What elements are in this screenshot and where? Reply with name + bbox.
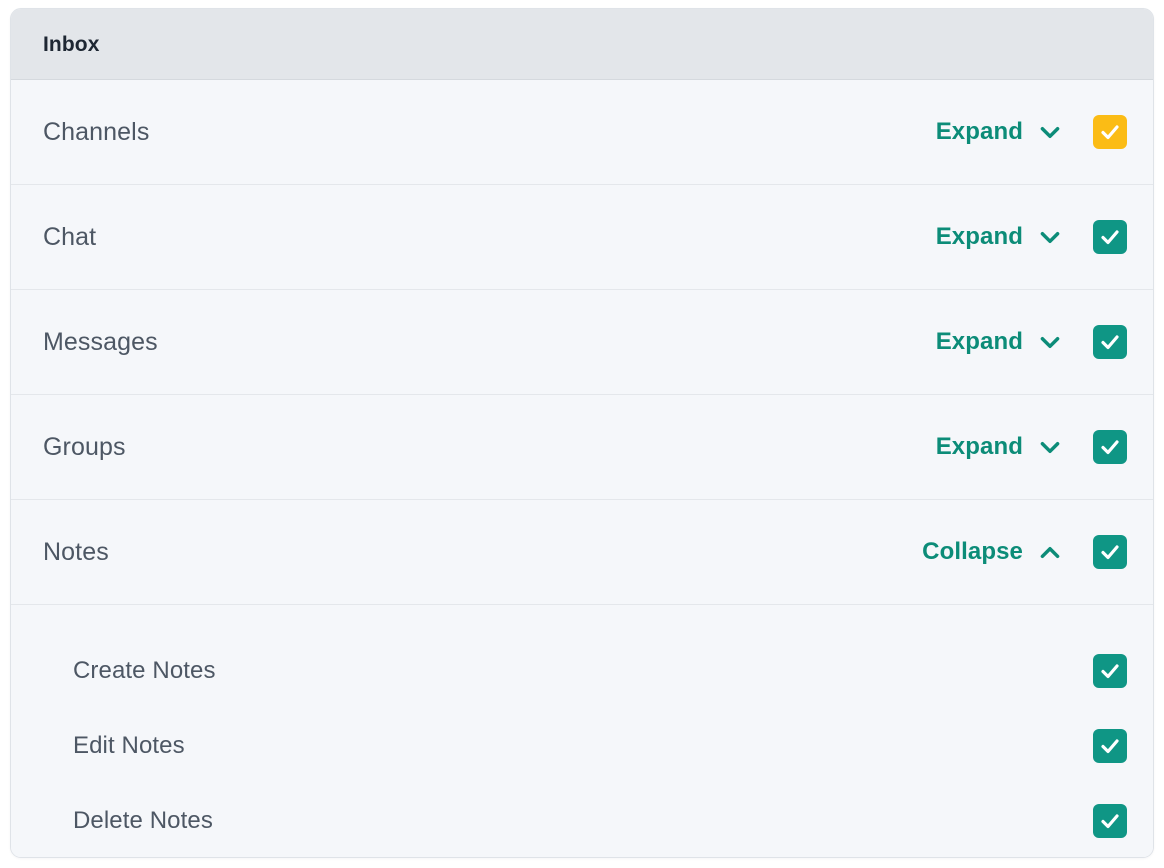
permission-subrow-create-notes[interactable]: Create Notes: [11, 633, 1153, 708]
row-controls: Expand: [936, 220, 1127, 254]
permission-subrow-delete-notes[interactable]: Delete Notes: [11, 783, 1153, 857]
chevron-down-icon: [1037, 224, 1063, 250]
card-header: Inbox: [11, 9, 1153, 80]
checkbox-channels[interactable]: [1093, 115, 1127, 149]
permission-row-channels[interactable]: Channels Expand: [11, 80, 1153, 185]
subrow-controls: [1093, 728, 1127, 763]
row-controls: Expand: [936, 325, 1127, 359]
subrow-controls: [1093, 803, 1127, 838]
subrow-label: Delete Notes: [73, 806, 213, 834]
expand-toggle-messages[interactable]: Expand: [936, 329, 1063, 355]
checkbox-edit-notes[interactable]: [1093, 728, 1127, 763]
checkbox-chat[interactable]: [1093, 220, 1127, 254]
row-label: Channels: [43, 117, 150, 146]
checkbox-notes[interactable]: [1093, 535, 1127, 569]
checkbox-groups[interactable]: [1093, 430, 1127, 464]
checkbox-delete-notes[interactable]: [1093, 803, 1127, 838]
row-label: Notes: [43, 537, 109, 566]
permission-row-groups[interactable]: Groups Expand: [11, 395, 1153, 500]
row-label: Groups: [43, 432, 126, 461]
row-label: Messages: [43, 327, 158, 356]
permission-row-notes[interactable]: Notes Collapse: [11, 500, 1153, 605]
inbox-permissions-card: Inbox Channels Expand: [10, 8, 1154, 858]
checkbox-messages[interactable]: [1093, 325, 1127, 359]
permission-row-messages[interactable]: Messages Expand: [11, 290, 1153, 395]
toggle-label: Collapse: [922, 538, 1023, 565]
expand-toggle-channels[interactable]: Expand: [936, 119, 1063, 145]
page-title: Inbox: [43, 32, 100, 56]
row-controls: Collapse: [922, 535, 1127, 569]
expand-toggle-chat[interactable]: Expand: [936, 224, 1063, 250]
toggle-label: Expand: [935, 118, 1023, 145]
chevron-down-icon: [1037, 119, 1063, 145]
subrow-controls: [1093, 653, 1127, 688]
permission-rows-list: Channels Expand Chat: [11, 80, 1153, 857]
expand-toggle-groups[interactable]: Expand: [936, 434, 1063, 460]
chevron-down-icon: [1037, 329, 1063, 355]
row-controls: Expand: [936, 430, 1127, 464]
chevron-down-icon: [1037, 434, 1063, 460]
collapse-toggle-notes[interactable]: Collapse: [922, 539, 1063, 565]
row-label: Chat: [43, 222, 97, 251]
toggle-label: Expand: [935, 433, 1023, 460]
row-controls: Expand: [936, 115, 1127, 149]
toggle-label: Expand: [935, 223, 1023, 250]
chevron-up-icon: [1037, 539, 1063, 565]
subrow-label: Create Notes: [73, 656, 216, 684]
checkbox-create-notes[interactable]: [1093, 653, 1127, 688]
toggle-label: Expand: [935, 328, 1023, 355]
subrow-label: Edit Notes: [73, 731, 185, 759]
permission-row-chat[interactable]: Chat Expand: [11, 185, 1153, 290]
permission-subrow-edit-notes[interactable]: Edit Notes: [11, 708, 1153, 783]
